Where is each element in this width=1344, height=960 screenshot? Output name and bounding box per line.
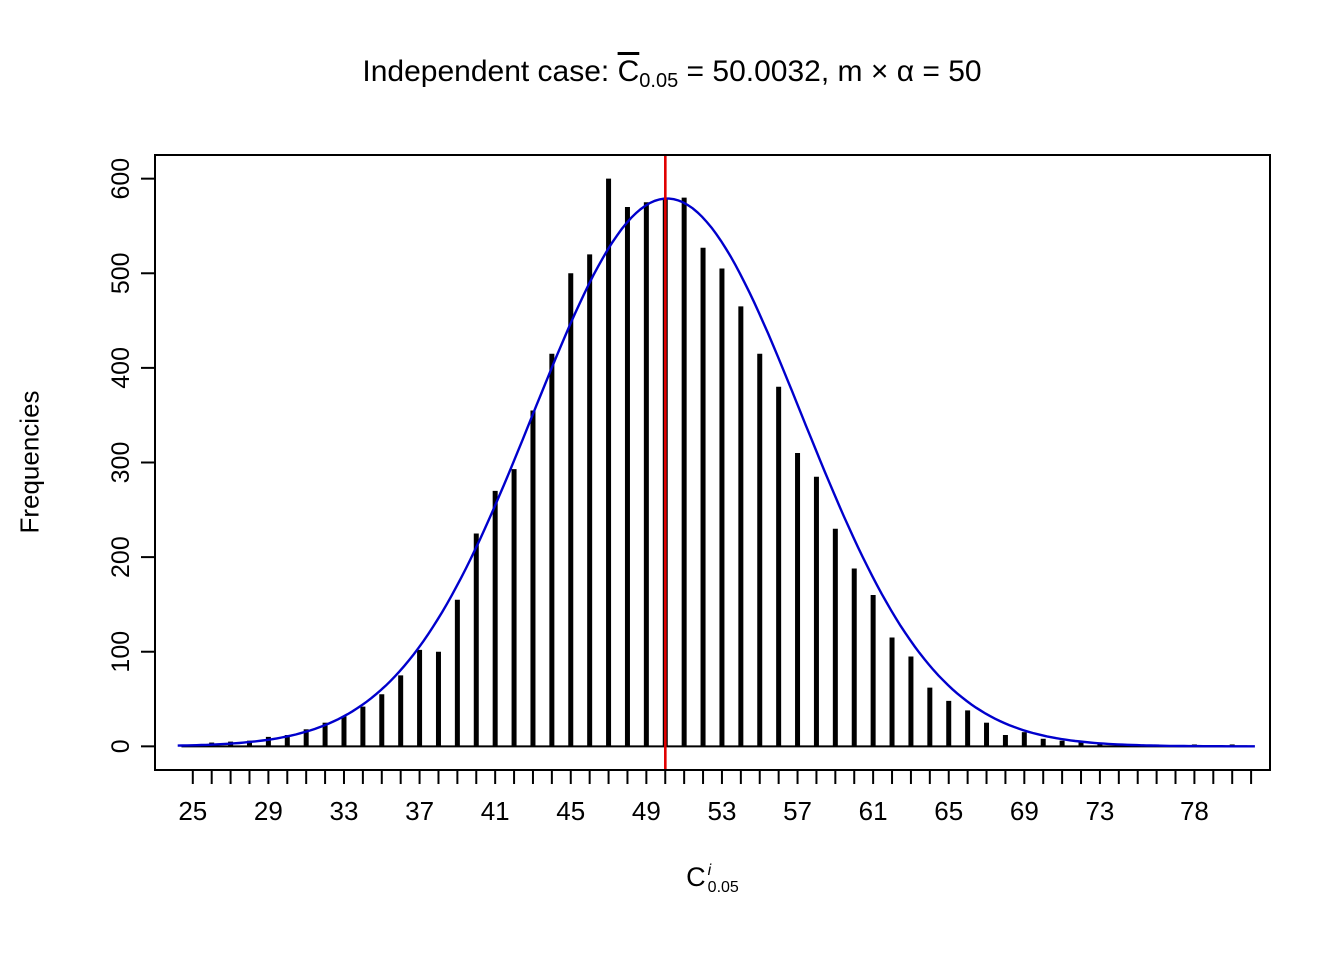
x-tick-label: 69	[1010, 796, 1039, 826]
title-prefix: Independent case:	[362, 55, 618, 88]
x-tick-label: 61	[859, 796, 888, 826]
y-tick-label: 400	[107, 347, 135, 389]
x-tick-label: 33	[330, 796, 359, 826]
y-tick-label: 0	[107, 739, 135, 753]
x-tick-label: 37	[405, 796, 434, 826]
title-rest: = 50.0032, m × α = 50	[678, 55, 982, 88]
x-tick-label: 29	[254, 796, 283, 826]
title-cbar: C	[617, 55, 640, 88]
y-tick-label: 500	[107, 252, 135, 294]
x-tick-label: 73	[1085, 796, 1114, 826]
chart-title: Independent case: C0.05 = 50.0032, m × α…	[0, 55, 1344, 92]
x-tick-label: 65	[934, 796, 963, 826]
y-tick-label: 600	[107, 158, 135, 200]
x-tick-label: 49	[632, 796, 661, 826]
x-tick-label: 53	[707, 796, 736, 826]
x-label-scripts: i 0.05	[707, 862, 739, 897]
x-label-subscript: 0.05	[707, 878, 739, 896]
plot-box	[154, 154, 1271, 771]
normal-curve	[177, 197, 1255, 748]
title-subscript: 0.05	[639, 70, 679, 92]
x-tick-label: 25	[178, 796, 207, 826]
y-tick-label: 200	[107, 536, 135, 578]
y-tick-label: 100	[107, 631, 135, 673]
x-tick-label: 45	[556, 796, 585, 826]
x-label-superscript: i	[707, 862, 712, 880]
x-label-base: C	[686, 862, 706, 892]
x-tick-label: 78	[1180, 796, 1209, 826]
x-tick-label: 41	[481, 796, 510, 826]
y-tick-label: 300	[107, 442, 135, 484]
x-tick-label: 57	[783, 796, 812, 826]
